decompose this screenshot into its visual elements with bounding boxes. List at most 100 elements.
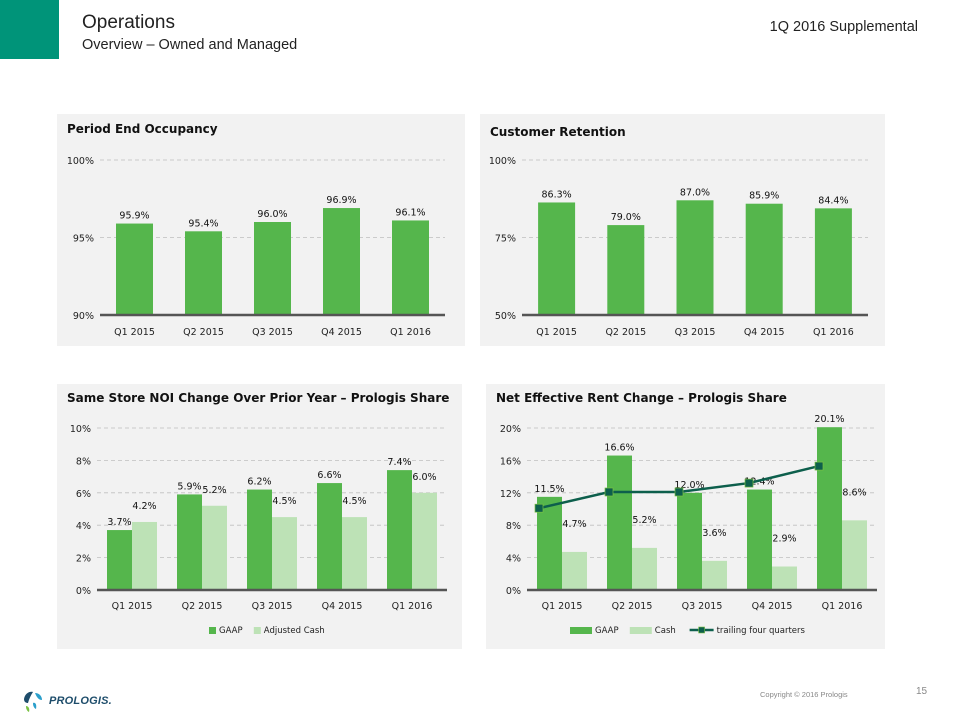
data-label: 5.9% <box>177 481 201 492</box>
y-tick-label: 4% <box>506 554 521 565</box>
y-tick-label: 95% <box>73 234 94 245</box>
bar-gaap <box>247 489 272 590</box>
y-tick-label: 0% <box>76 586 91 597</box>
bar-gaap <box>677 492 702 590</box>
bar-occupancy <box>254 222 291 315</box>
x-tick-label: Q4 2015 <box>744 327 785 338</box>
bar-adjusted-cash <box>272 517 297 590</box>
bar-gaap <box>607 455 632 590</box>
data-label: 95.9% <box>119 211 149 222</box>
chart-title: Period End Occupancy <box>67 122 218 136</box>
data-label: 96.1% <box>395 207 425 218</box>
trailing-marker <box>814 461 824 471</box>
legend-swatch <box>629 627 652 634</box>
data-label: 2.9% <box>772 534 796 545</box>
x-tick-label: Q1 2015 <box>114 327 155 338</box>
data-label: 11.5% <box>534 484 564 495</box>
bar-gaap <box>107 530 132 590</box>
data-label: 12.0% <box>674 480 704 491</box>
bar-adjusted-cash <box>132 521 157 590</box>
x-tick-label: Q1 2016 <box>813 327 854 338</box>
data-label: 4.5% <box>272 496 296 507</box>
legend-swatch <box>253 627 261 634</box>
trailing-marker <box>534 503 544 513</box>
x-tick-label: Q2 2015 <box>612 601 653 612</box>
data-label: 12.4% <box>744 477 774 488</box>
retention-chart: Customer Retention 50% 75% 100% 86.3% 79.0% 87… <box>489 125 868 338</box>
data-label: 86.3% <box>542 189 572 200</box>
x-tick-label: Q1 2015 <box>536 327 577 338</box>
bar-retention <box>676 200 714 315</box>
occupancy-chart: Period End Occupancy 90% 95% 100% 95.9% 95.4%… <box>67 122 445 338</box>
data-label: 5.2% <box>632 515 656 526</box>
data-label: 20.1% <box>814 414 844 425</box>
report-label: 1Q 2016 Supplemental <box>769 19 918 35</box>
data-label: 5.2% <box>202 485 226 496</box>
data-label: 79.0% <box>611 212 641 223</box>
data-label: 6.0% <box>412 472 436 483</box>
x-tick-label: Q2 2015 <box>605 327 646 338</box>
y-tick-label: 12% <box>500 489 521 500</box>
chart-title: Same Store NOI Change Over Prior Year – … <box>67 391 449 405</box>
bar-gaap <box>317 483 342 590</box>
data-label: 3.7% <box>107 517 131 528</box>
data-label: 87.0% <box>680 187 710 198</box>
y-tick-label: 100% <box>489 156 516 167</box>
retention-chart-panel: Customer Retention 50% 75% 100% 86.3% 79.0% 87… <box>480 114 885 346</box>
bar-gaap <box>387 470 412 590</box>
y-tick-label: 6% <box>76 489 91 500</box>
x-tick-label: Q1 2015 <box>542 601 583 612</box>
bar-gaap <box>817 427 842 590</box>
y-tick-label: 50% <box>495 311 516 322</box>
trailing-marker <box>674 487 684 497</box>
bar-gaap <box>747 489 772 590</box>
data-label: 3.6% <box>702 528 726 539</box>
x-tick-label: Q1 2016 <box>392 601 433 612</box>
bar-cash <box>842 520 867 590</box>
bar-cash <box>632 547 657 590</box>
noi-chart: Same Store NOI Change Over Prior Year – … <box>67 391 449 636</box>
bar-retention <box>745 203 783 315</box>
y-tick-label: 8% <box>76 456 91 467</box>
bar-cash <box>772 566 797 590</box>
bar-adjusted-cash <box>202 505 227 590</box>
x-tick-label: Q3 2015 <box>252 327 293 338</box>
x-tick-label: Q4 2015 <box>321 327 362 338</box>
data-label: 16.6% <box>604 443 634 454</box>
legend-label: Cash <box>655 626 676 636</box>
page-subtitle: Overview – Owned and Managed <box>82 37 298 53</box>
chart-title: Net Effective Rent Change – Prologis Sha… <box>496 391 787 405</box>
data-label: 84.4% <box>818 195 848 206</box>
bar-cash <box>702 560 727 590</box>
data-label: 96.9% <box>326 195 356 206</box>
x-tick-label: Q3 2015 <box>252 601 293 612</box>
bar-occupancy <box>116 223 153 315</box>
logo-text: PROLOGIS. <box>49 695 112 707</box>
chart-title: Customer Retention <box>490 125 626 139</box>
y-tick-label: 90% <box>73 311 94 322</box>
bar-adjusted-cash <box>342 517 367 590</box>
data-label: 4.2% <box>132 501 156 512</box>
rent-chart-panel: Net Effective Rent Change – Prologis Sha… <box>486 384 885 649</box>
data-label: 6.2% <box>247 477 271 488</box>
bar-retention <box>538 202 576 315</box>
page-title: Operations <box>82 12 175 33</box>
y-tick-label: 75% <box>495 234 516 245</box>
y-tick-label: 16% <box>500 456 521 467</box>
data-label: 96.0% <box>257 209 287 220</box>
y-tick-label: 8% <box>506 521 521 532</box>
noi-chart-panel: Same Store NOI Change Over Prior Year – … <box>57 384 462 649</box>
bar-occupancy <box>185 231 222 315</box>
x-tick-label: Q3 2015 <box>682 601 723 612</box>
rent-chart: Net Effective Rent Change – Prologis Sha… <box>496 391 877 636</box>
data-label: 7.4% <box>387 457 411 468</box>
bar-adjusted-cash <box>412 492 437 590</box>
x-tick-label: Q4 2015 <box>322 601 363 612</box>
bar-gaap <box>177 494 202 590</box>
x-tick-label: Q1 2015 <box>112 601 153 612</box>
data-label: 4.7% <box>562 519 586 530</box>
bar-retention <box>814 208 852 315</box>
legend-swatch <box>570 627 592 634</box>
trailing-marker <box>744 478 754 488</box>
data-label: 8.6% <box>842 487 866 498</box>
